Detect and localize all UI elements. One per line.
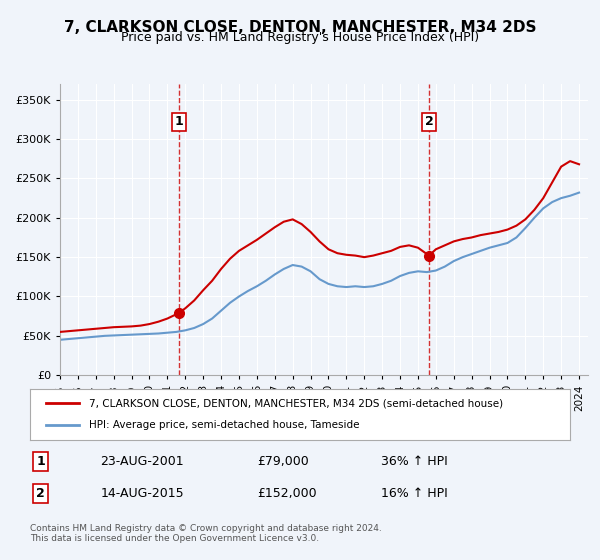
Text: 36% ↑ HPI: 36% ↑ HPI	[381, 455, 448, 468]
Text: 16% ↑ HPI: 16% ↑ HPI	[381, 487, 448, 500]
Text: HPI: Average price, semi-detached house, Tameside: HPI: Average price, semi-detached house,…	[89, 421, 360, 431]
Text: 1: 1	[175, 115, 183, 128]
Text: 2: 2	[425, 115, 433, 128]
Text: £79,000: £79,000	[257, 455, 308, 468]
Text: Price paid vs. HM Land Registry's House Price Index (HPI): Price paid vs. HM Land Registry's House …	[121, 31, 479, 44]
Text: 7, CLARKSON CLOSE, DENTON, MANCHESTER, M34 2DS: 7, CLARKSON CLOSE, DENTON, MANCHESTER, M…	[64, 20, 536, 35]
Text: 1: 1	[37, 455, 45, 468]
Text: 2: 2	[37, 487, 45, 500]
Text: £152,000: £152,000	[257, 487, 316, 500]
Text: 23-AUG-2001: 23-AUG-2001	[100, 455, 184, 468]
Text: 14-AUG-2015: 14-AUG-2015	[100, 487, 184, 500]
Text: Contains HM Land Registry data © Crown copyright and database right 2024.
This d: Contains HM Land Registry data © Crown c…	[30, 524, 382, 543]
Text: 7, CLARKSON CLOSE, DENTON, MANCHESTER, M34 2DS (semi-detached house): 7, CLARKSON CLOSE, DENTON, MANCHESTER, M…	[89, 398, 503, 408]
